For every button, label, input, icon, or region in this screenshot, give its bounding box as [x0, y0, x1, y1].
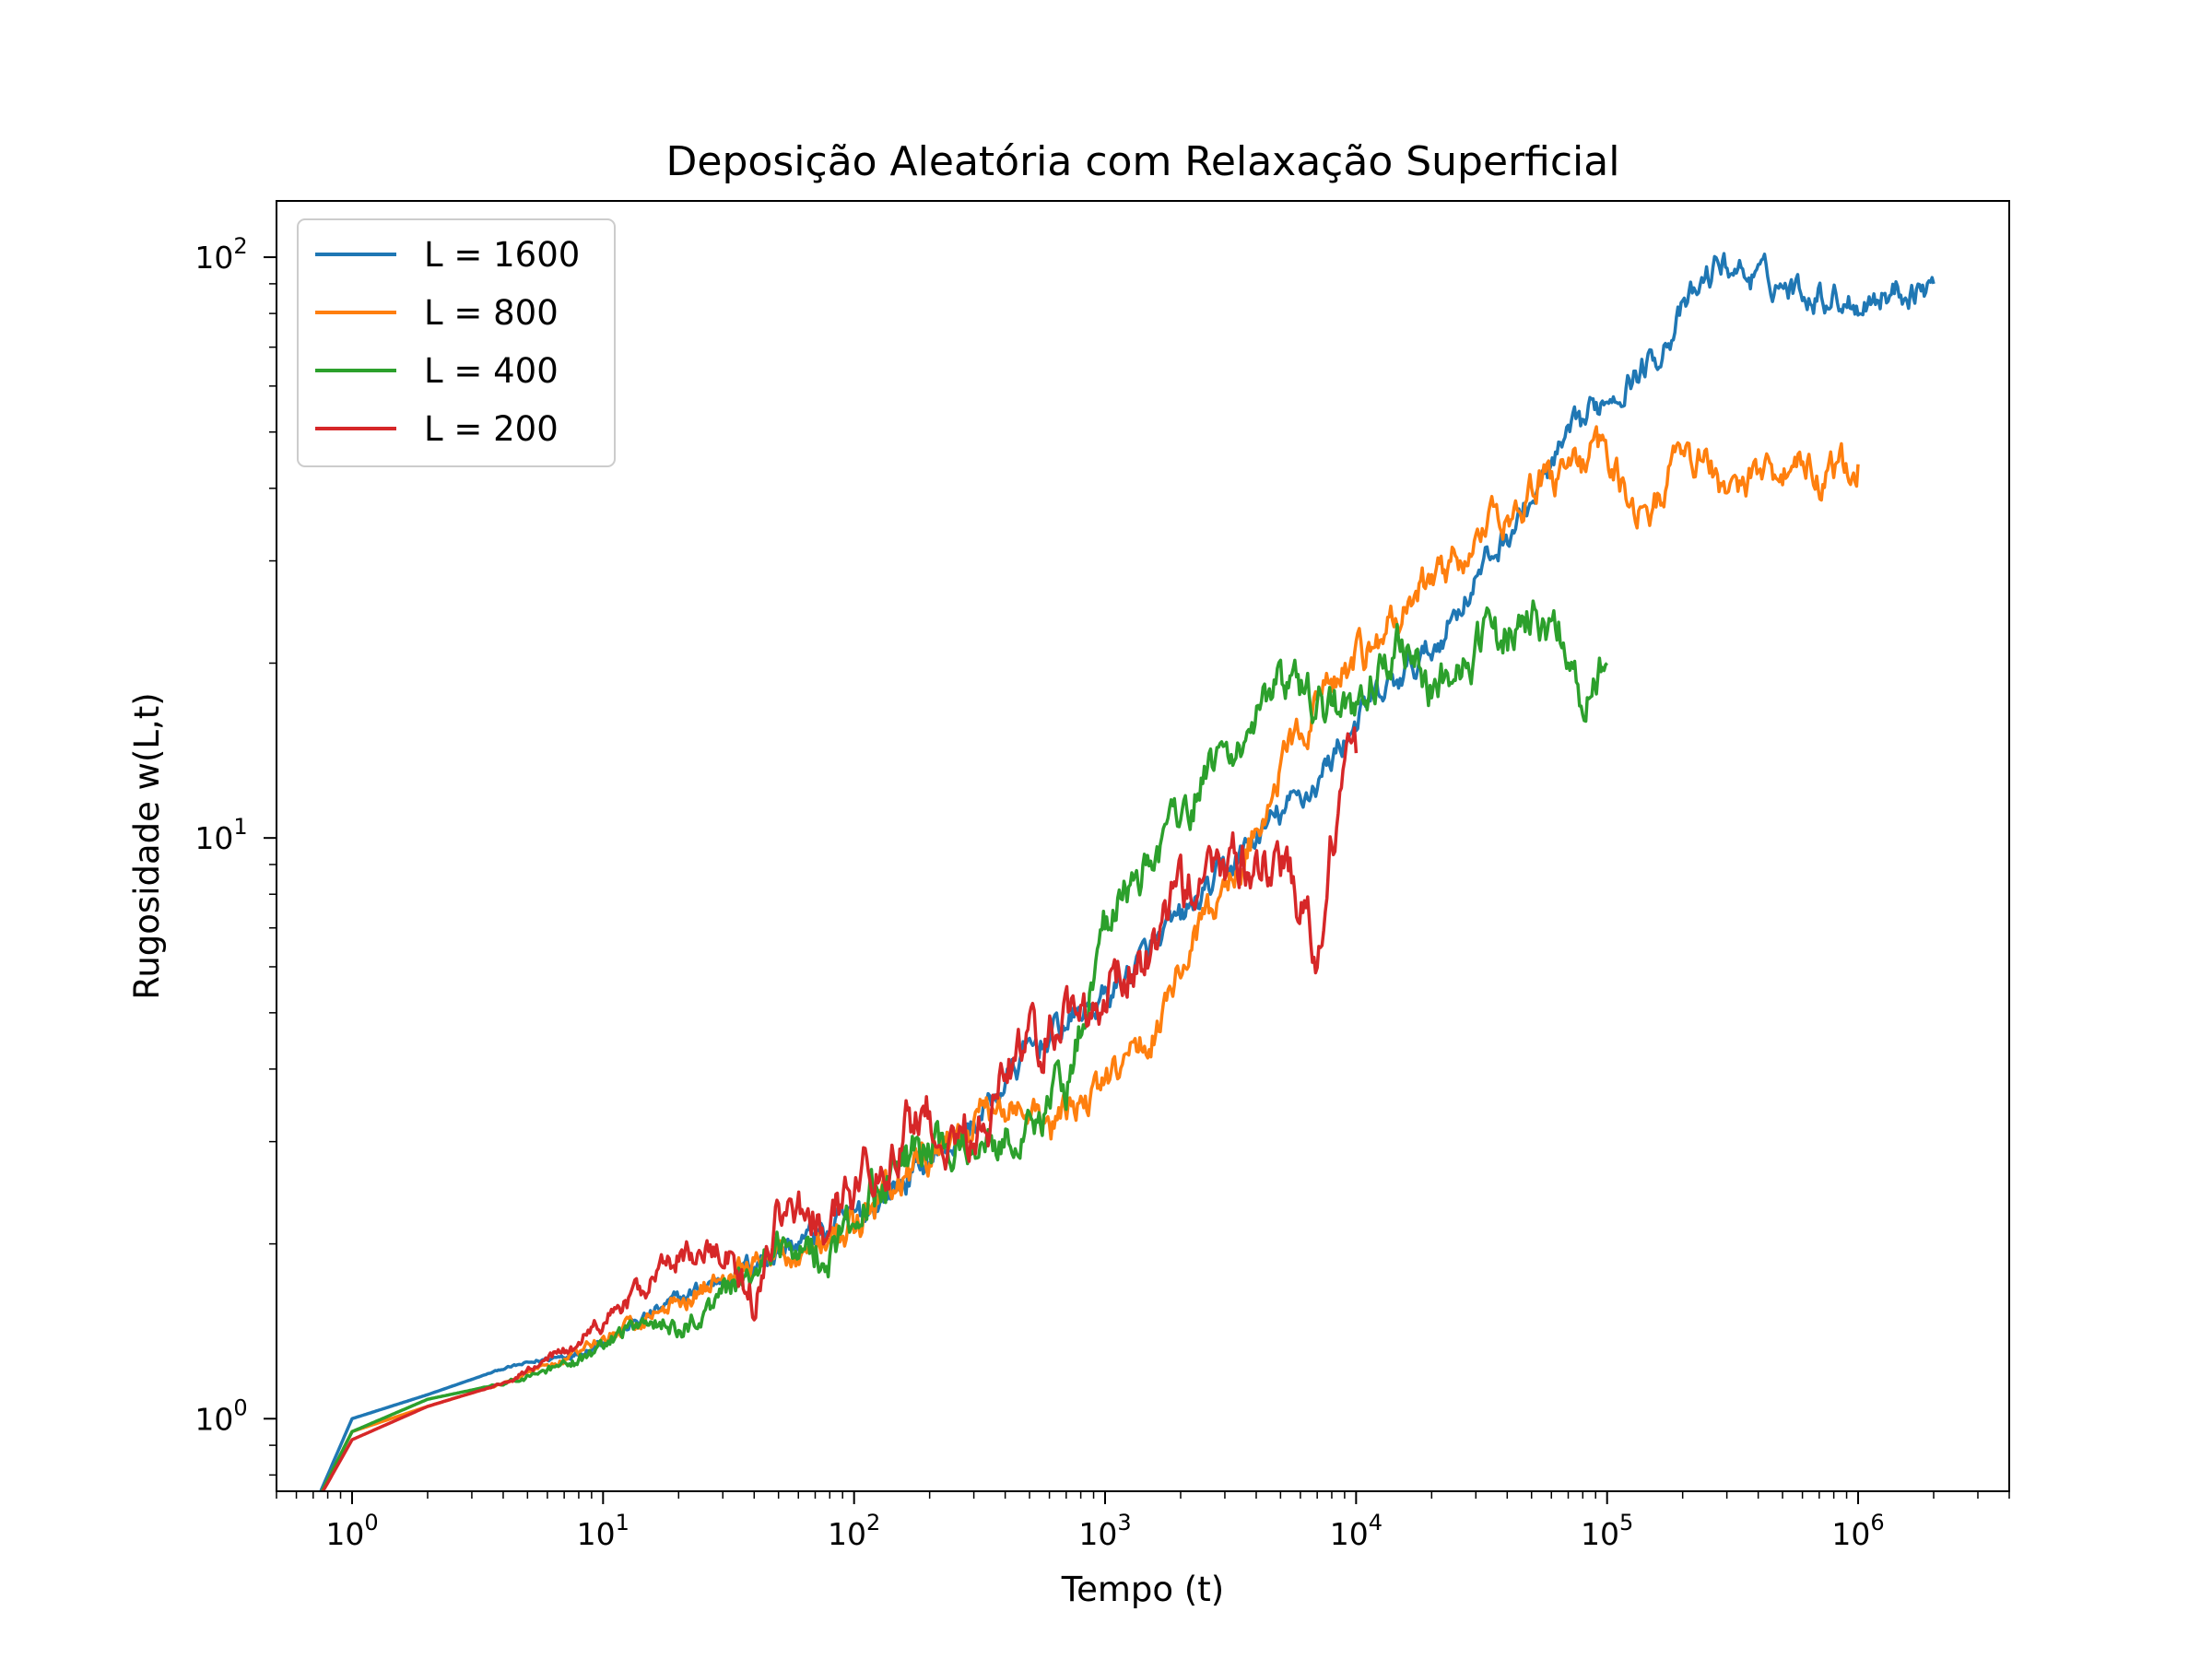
legend-frame [297, 218, 616, 467]
legend-label: L = 1600 [424, 235, 580, 275]
y-axis-label: Rugosidade w(L,t) [127, 692, 167, 999]
legend: L = 1600 L = 800 L = 400 L = 200 [297, 218, 616, 467]
x-tick-exponent: 4 [1369, 1510, 1382, 1535]
x-tick-base: 10 [325, 1516, 364, 1552]
chart-title: Deposição Aleatória com Relaxação Superf… [666, 138, 1620, 185]
series-line [321, 726, 1359, 1491]
x-axis-label: Tempo (t) [1061, 1570, 1224, 1609]
x-tick-label: 106 [1831, 1510, 1884, 1552]
y-tick-base: 10 [194, 1401, 233, 1437]
x-tick-base: 10 [1330, 1516, 1369, 1552]
x-axis: 100 101 102 103 104 105 106 [276, 1491, 2010, 1552]
y-tick-base: 10 [194, 240, 233, 276]
x-tick-exponent: 2 [866, 1510, 880, 1535]
y-tick-label: 100 [194, 1394, 247, 1437]
y-tick-exponent: 2 [233, 233, 247, 259]
legend-label: L = 200 [424, 409, 559, 449]
x-tick-exponent: 5 [1619, 1510, 1633, 1535]
x-tick-label: 101 [577, 1510, 629, 1552]
y-tick-base: 10 [194, 820, 233, 856]
legend-label: L = 400 [424, 351, 559, 391]
x-tick-exponent: 1 [616, 1510, 629, 1535]
x-tick-base: 10 [577, 1516, 616, 1552]
series-layer [319, 252, 1936, 1491]
y-tick-exponent: 0 [233, 1394, 247, 1420]
series-line [320, 425, 1860, 1491]
x-tick-base: 10 [1831, 1516, 1870, 1552]
x-tick-label: 105 [1581, 1510, 1633, 1552]
y-tick-label: 102 [194, 233, 247, 276]
x-tick-base: 10 [828, 1516, 866, 1552]
y-tick-exponent: 1 [233, 814, 247, 840]
x-tick-base: 10 [1078, 1516, 1117, 1552]
x-tick-base: 10 [1581, 1516, 1619, 1552]
x-tick-label: 104 [1330, 1510, 1382, 1552]
plot-frame [276, 200, 2010, 1492]
y-tick-label: 101 [194, 814, 247, 856]
x-tick-exponent: 0 [364, 1510, 378, 1535]
legend-label: L = 800 [424, 293, 559, 333]
x-tick-exponent: 6 [1870, 1510, 1884, 1535]
x-tick-label: 102 [828, 1510, 880, 1552]
series-line [320, 599, 1608, 1491]
x-tick-label: 103 [1078, 1510, 1131, 1552]
x-tick-exponent: 3 [1117, 1510, 1131, 1535]
x-tick-label: 100 [325, 1510, 378, 1552]
